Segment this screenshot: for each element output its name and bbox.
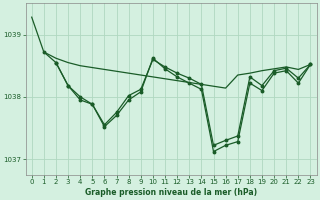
- X-axis label: Graphe pression niveau de la mer (hPa): Graphe pression niveau de la mer (hPa): [85, 188, 257, 197]
